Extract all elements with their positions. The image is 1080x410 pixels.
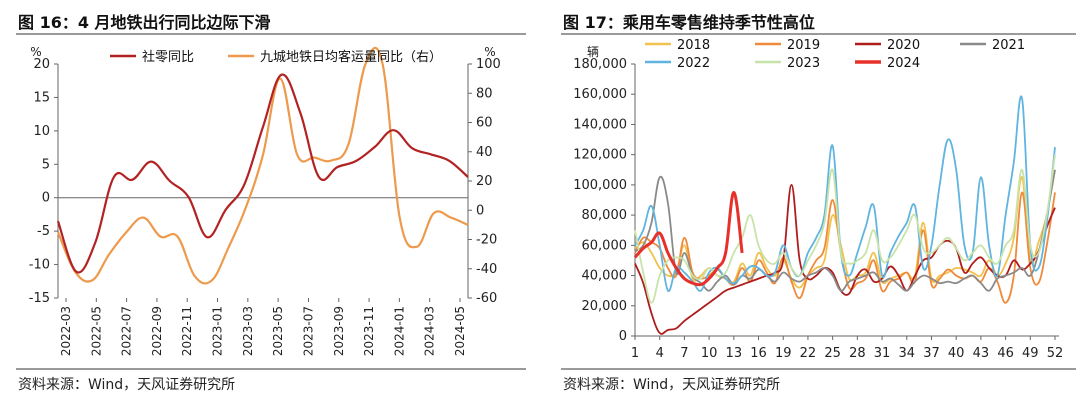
left-chart-panel: 图 16：4 月地铁出行同比边际下滑 20 15 10 5 0 -5 -10 -15 100 80… (0, 0, 530, 410)
x-tick-label: 4 (656, 346, 664, 361)
right-y-tick-label: 80 (476, 86, 493, 101)
right-y-tick-label: 0 (476, 203, 484, 218)
x-tick-label: 7 (680, 346, 688, 361)
right-chart-panel: 图 17：乘用车零售维持季节性高位 180,000 160,000 140,000 1… (545, 0, 1080, 410)
y-tick-label: 100,000 (573, 178, 627, 193)
left-chart-title: 图 16：4 月地铁出行同比边际下滑 (18, 13, 271, 32)
left-y-tick-label: -10 (29, 258, 50, 273)
x-tick-label: 2023-09 (332, 306, 346, 356)
series-line-2022 (634, 95, 1056, 292)
right-y-tick-label: 100 (476, 57, 501, 72)
right-y-tick-label: 20 (476, 174, 493, 189)
right-y-tick-label: -60 (476, 291, 497, 306)
left-y-tick-label: 0 (42, 191, 50, 206)
series-line-2019 (634, 191, 1056, 304)
right-y-tick-label: 60 (476, 116, 493, 131)
left-y-tick-label: 15 (33, 90, 50, 105)
x-tick-label: 2023-05 (271, 306, 285, 356)
x-tick-label: 2023-01 (211, 306, 225, 356)
x-tick-label: 1 (631, 346, 639, 361)
y-tick-label: 160,000 (573, 87, 627, 102)
series-line-2024 (633, 190, 744, 287)
legend-label-2022: 2022 (677, 56, 710, 71)
legend-label-1: 九城地铁日均客运量同比（右） (260, 49, 442, 65)
right-bottom-rule (561, 368, 1076, 370)
x-tick-label: 2024-05 (453, 306, 467, 356)
left-y-tick-label: 10 (33, 124, 50, 139)
y-unit: 辆 (587, 45, 599, 59)
x-tick-label: 2024-03 (423, 306, 437, 356)
left-y-tick-label: -15 (29, 291, 50, 306)
x-tick-label: 10 (701, 346, 718, 361)
legend-label-2018: 2018 (677, 38, 710, 53)
x-tick-label: 2023-03 (241, 306, 255, 356)
y-tick-label: 20,000 (582, 299, 628, 314)
right-title-rule (561, 33, 1076, 35)
x-tick-label: 2022-09 (150, 306, 164, 356)
legend-label-0: 社零同比 (142, 49, 194, 65)
x-tick-label: 2022-11 (180, 306, 194, 356)
x-tick-label: 49 (1022, 346, 1039, 361)
x-tick-label: 46 (997, 346, 1014, 361)
x-tick-label: 31 (874, 346, 891, 361)
legend-label-2023: 2023 (787, 56, 820, 71)
legend-label-2021: 2021 (992, 38, 1025, 53)
x-tick-label: 28 (849, 346, 866, 361)
y-tick-label: 120,000 (573, 148, 627, 163)
x-tick-label: 13 (726, 346, 743, 361)
x-tick-label: 34 (898, 346, 915, 361)
x-tick-label: 2022-05 (89, 306, 103, 356)
x-tick-label: 43 (973, 346, 990, 361)
x-tick-label: 25 (824, 346, 841, 361)
x-tick-label: 2024-01 (392, 306, 406, 356)
right-y-unit: % (484, 45, 495, 59)
x-tick-label: 2022-07 (120, 306, 134, 356)
y-tick-label: 140,000 (573, 117, 627, 132)
series-line-2020 (634, 184, 1056, 335)
x-tick-label: 19 (775, 346, 792, 361)
x-tick-label: 16 (750, 346, 767, 361)
x-tick-label: 40 (948, 346, 965, 361)
right-chart-svg: 180,000160,000140,000120,000100,00080,00… (573, 38, 1064, 361)
left-chart-svg: 20 15 10 5 0 -5 -10 -15 100 80 60 40 20 0 -20 -40 -60% % 2… (29, 45, 501, 356)
legend-label-2020: 2020 (887, 38, 920, 53)
left-y-unit: % (30, 45, 41, 59)
y-tick-label: 40,000 (582, 269, 628, 284)
x-tick-label: 22 (800, 346, 817, 361)
left-bottom-rule (16, 368, 526, 370)
left-y-tick-label: 5 (42, 157, 50, 172)
x-tick-label: 2022-03 (59, 306, 73, 356)
left-y-tick-label: 20 (33, 57, 50, 72)
x-tick-label: 37 (923, 346, 940, 361)
right-y-tick-label: -40 (476, 262, 497, 277)
left-title-rule (16, 33, 526, 35)
series-line-subway-yoy (56, 46, 469, 285)
right-y-tick-label: 40 (476, 145, 493, 160)
y-tick-label: 180,000 (573, 57, 627, 72)
right-chart-title: 图 17：乘用车零售维持季节性高位 (563, 13, 815, 32)
x-tick-label: 2023-11 (362, 306, 376, 356)
y-tick-label: 60,000 (582, 238, 628, 253)
left-chart-source: 资料来源：Wind，天风证券研究所 (18, 377, 236, 393)
right-y-tick-label: -20 (476, 233, 497, 248)
y-tick-label: 0 (619, 329, 627, 344)
series-line-retail-yoy (56, 73, 469, 274)
legend-label-2024: 2024 (887, 56, 920, 71)
y-tick-label: 80,000 (582, 208, 628, 223)
x-tick-label: 52 (1047, 346, 1064, 361)
left-y-tick-label: -5 (37, 224, 50, 239)
x-tick-label: 2023-07 (301, 306, 315, 356)
legend-label-2019: 2019 (787, 38, 820, 53)
series-line-2023 (634, 154, 1056, 304)
right-chart-source: 资料来源：Wind，天风证券研究所 (563, 377, 781, 393)
